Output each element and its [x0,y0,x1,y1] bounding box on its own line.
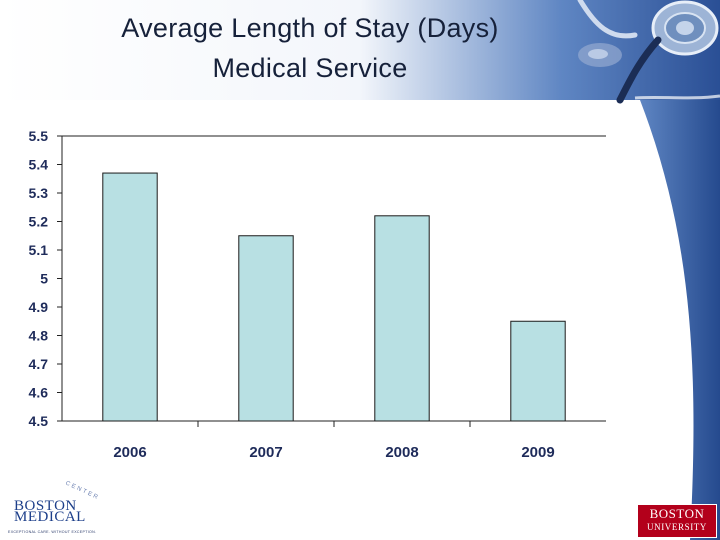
title-line-2: Medical Service [212,53,408,83]
y-tick-label: 4.5 [29,413,49,429]
y-tick-label: 4.7 [29,356,49,372]
bar-2009 [510,320,566,422]
bu-line-1: BOSTON [649,506,705,521]
bm-tagline: EXCEPTIONAL CARE. WITHOUT EXCEPTION. [8,530,97,534]
bm-line-1: BOSTON [14,498,77,514]
y-tick-label: 5.4 [29,157,49,173]
boston-university-logo: BOSTON UNIVERSITY [637,504,717,538]
y-axis: 5.5 5.4 5.3 5.2 5.1 5 4.9 4.8 4.7 4.6 4.5 [29,128,606,429]
y-tick-label: 5 [40,271,48,287]
x-axis: 2006 2007 2008 2009 [62,420,606,461]
slide-title: Average Length of Stay (Days) Medical Se… [40,8,580,88]
x-tick-label: 2009 [521,444,554,461]
bar-2007 [238,235,294,422]
y-tick-label: 5.3 [29,185,49,201]
bu-line-2: UNIVERSITY [647,522,707,532]
y-tick-label: 5.5 [29,128,49,144]
x-tick-label: 2006 [113,444,146,461]
bars [102,172,566,422]
stethoscope-icon [577,0,720,104]
y-tick-label: 4.9 [29,299,49,315]
title-line-1: Average Length of Stay (Days) [121,13,499,43]
x-tick-label: 2007 [249,444,282,461]
y-tick-label: 4.8 [29,328,49,344]
y-tick-label: 4.6 [29,385,49,401]
boston-medical-center-logo: CENTER BOSTON MEDICAL EXCEPTIONAL CARE. … [2,481,102,538]
bm-line-2: MEDICAL [14,509,86,525]
bar-2008 [374,215,430,422]
y-tick-label: 5.2 [29,214,49,230]
x-tick-label: 2008 [385,444,418,461]
bar-2006 [102,172,158,422]
y-tick-label: 5.1 [29,242,49,258]
